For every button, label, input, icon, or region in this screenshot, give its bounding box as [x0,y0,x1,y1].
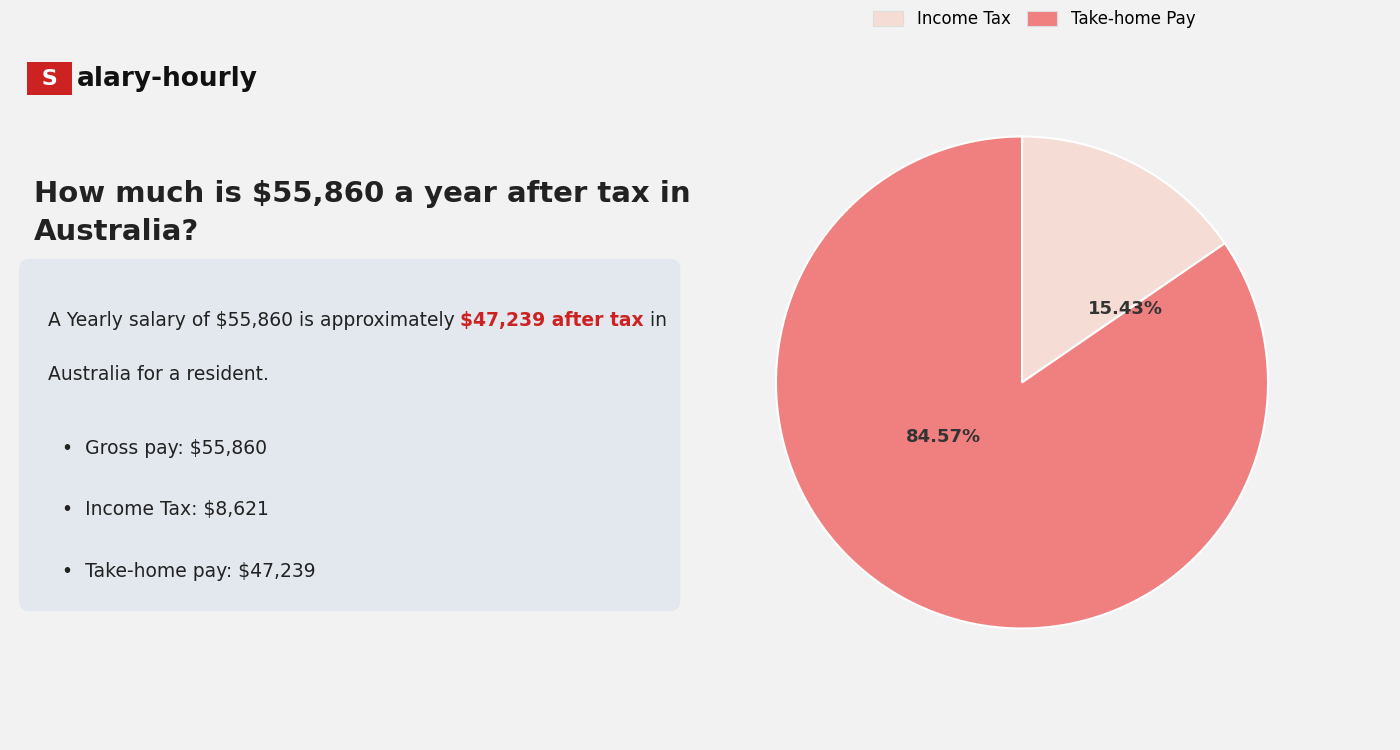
Text: in: in [644,311,666,330]
Wedge shape [1022,136,1225,382]
Text: •  Income Tax: $8,621: • Income Tax: $8,621 [62,500,269,519]
Text: 84.57%: 84.57% [906,427,981,445]
Text: Australia for a resident.: Australia for a resident. [48,365,269,384]
Text: 15.43%: 15.43% [1088,300,1163,318]
Text: $47,239 after tax: $47,239 after tax [461,311,644,330]
Text: How much is $55,860 a year after tax in
Australia?: How much is $55,860 a year after tax in … [34,180,690,246]
Text: A Yearly salary of $55,860 is approximately: A Yearly salary of $55,860 is approximat… [48,311,461,330]
Text: alary-hourly: alary-hourly [77,66,258,92]
Text: •  Take-home pay: $47,239: • Take-home pay: $47,239 [62,562,315,580]
Text: •  Gross pay: $55,860: • Gross pay: $55,860 [62,439,266,458]
Text: S: S [34,69,64,88]
Legend: Income Tax, Take-home Pay: Income Tax, Take-home Pay [867,4,1201,34]
Wedge shape [776,136,1268,628]
FancyBboxPatch shape [20,259,680,611]
